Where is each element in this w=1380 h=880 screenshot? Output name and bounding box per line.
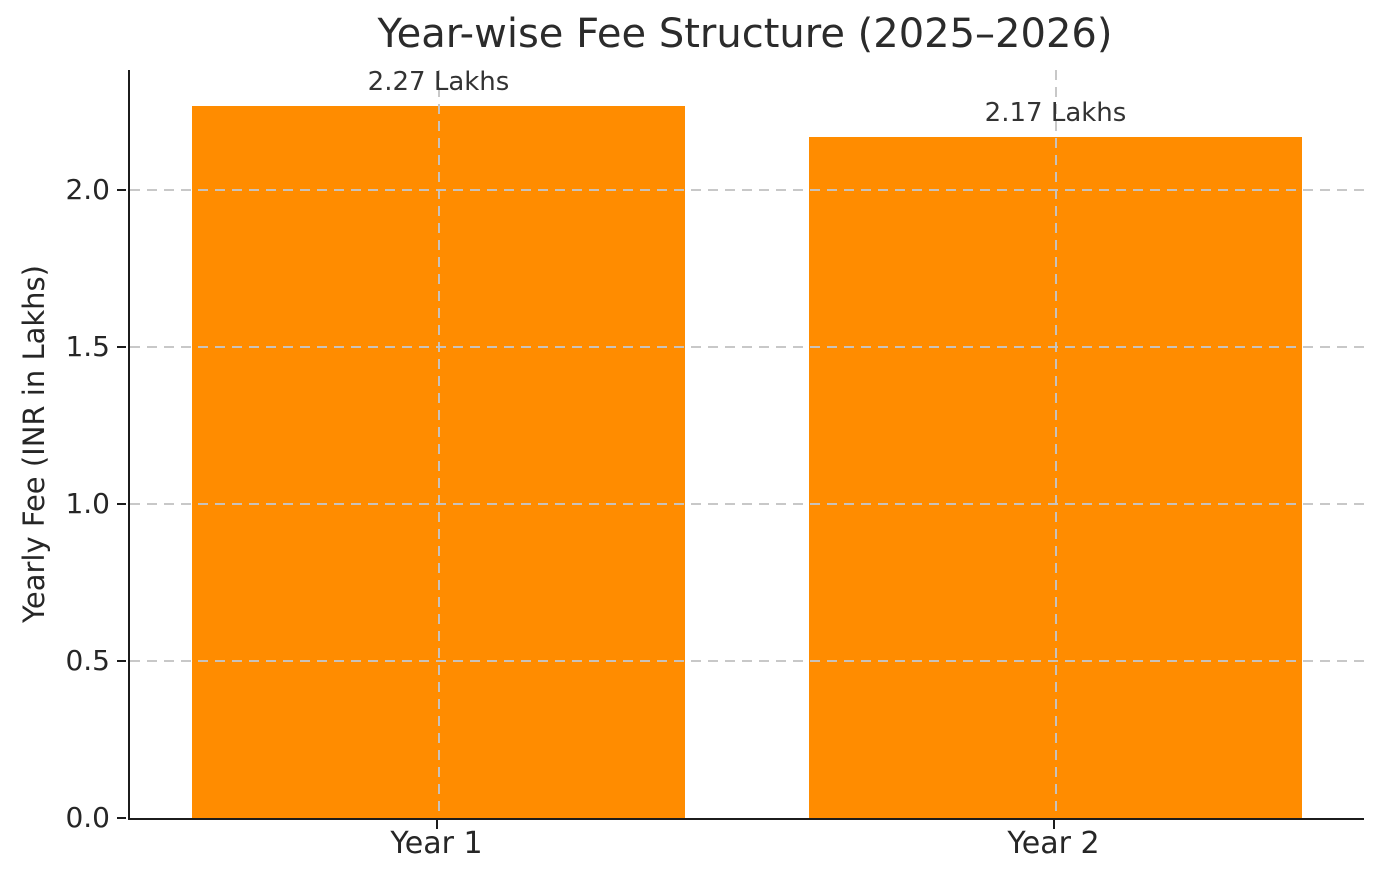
y-tick-mark [117,503,126,506]
y-tick-label: 1.0 [65,487,110,521]
y-tick-mark [117,660,126,663]
bar-value-label: 2.17 Lakhs [984,98,1127,128]
y-tick-mark [117,817,126,819]
gridline-horizontal [130,660,1364,663]
y-tick-label: 1.5 [65,330,110,364]
x-tick-label: Year 1 [390,826,483,861]
y-axis-label: Yearly Fee (INR in Lakhs) [17,265,51,623]
x-tick-mark [1052,820,1055,829]
bar-value-label: 2.27 Lakhs [367,66,510,97]
x-tick-label: Year 2 [1007,826,1100,861]
y-tick-mark [117,346,126,349]
chart-title: Year-wise Fee Structure (2025–2026) [377,11,1113,57]
gridline-horizontal [130,189,1364,192]
gridline-horizontal [130,503,1364,506]
y-tick-label: 0.0 [65,801,110,834]
y-tick-label: 0.5 [65,644,110,678]
gridline-horizontal [130,346,1364,349]
plot-area: 2.27 Lakhs 2.17 Lakhs [128,67,1364,820]
gridline-vertical [1054,70,1057,818]
gridline-vertical [437,70,440,818]
x-tick-mark [435,820,438,829]
y-tick-label: 2.0 [65,173,110,207]
y-tick-mark [117,189,126,192]
